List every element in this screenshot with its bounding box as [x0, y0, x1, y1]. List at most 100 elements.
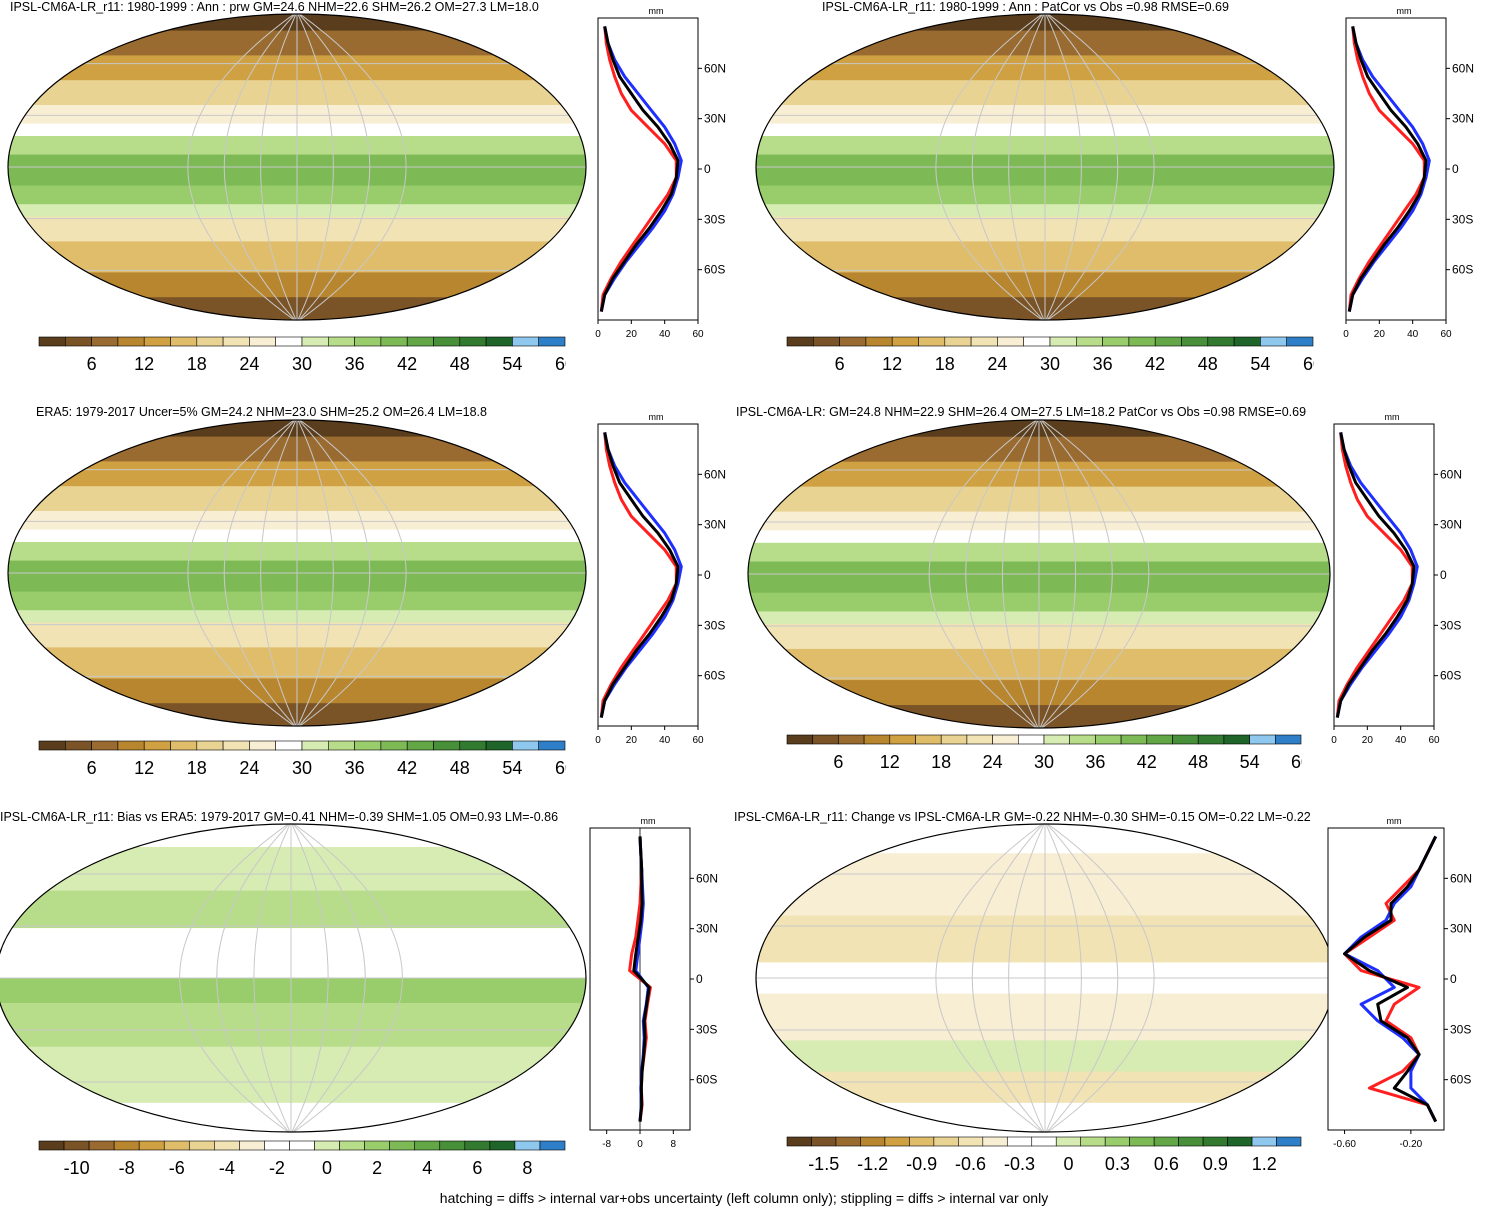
- zonal-mean-plot: mm 60N 30N 0 30S 60S -8 0 8: [589, 816, 718, 1150]
- x-tick-label: 60: [692, 735, 704, 746]
- colorbar-tick-label: -0.9: [906, 1154, 937, 1174]
- colorbar-tick-label: 12: [134, 354, 154, 374]
- x-tick-label: 0: [595, 735, 601, 746]
- y-tick-label: 60S: [1452, 263, 1473, 277]
- colorbar-tick-label: 0: [322, 1158, 332, 1178]
- y-tick-label: 60N: [696, 871, 718, 885]
- colorbar-tick-label: 42: [397, 758, 417, 778]
- colorbar-tick-label: 30: [292, 758, 312, 778]
- y-tick-label: 30S: [704, 212, 725, 226]
- zonal-line-mean: [1335, 432, 1416, 718]
- colorbar-tick-label: 54: [502, 758, 522, 778]
- colorbar-tick-label: 4: [422, 1158, 432, 1178]
- colorbar-tick-label: 6: [87, 354, 97, 374]
- x-tick-label: 0: [637, 1139, 643, 1150]
- colorbar-tick-label: -8: [119, 1158, 135, 1178]
- unit-label: mm: [1397, 6, 1412, 16]
- zonal-mean-plot: mm 60N 30N 0 30S 60S 0 20 40 60: [1343, 6, 1474, 340]
- colorbar-tick-label: 0.3: [1105, 1154, 1130, 1174]
- colorbar-tick-label: 24: [239, 354, 259, 374]
- colorbar-tick-label: 18: [187, 354, 207, 374]
- colorbar-tick-label: 18: [931, 752, 951, 772]
- map: [747, 419, 1331, 729]
- unit-label: mm: [1385, 412, 1400, 422]
- colorbar-tick-label: 48: [450, 354, 470, 374]
- x-tick-label: -0.60: [1333, 1139, 1356, 1150]
- y-tick-label: 60N: [704, 467, 726, 481]
- colorbar-tick-label: -2: [269, 1158, 285, 1178]
- colorbar: 612182430364248546066: [786, 734, 1302, 772]
- y-tick-label: 30N: [704, 112, 726, 126]
- colorbar: 612182430364248546066: [38, 336, 566, 374]
- colorbar-tick-label: 8: [522, 1158, 532, 1178]
- panel-title: IPSL-CM6A-LR_r11: Bias vs ERA5: 1979-201…: [0, 810, 559, 824]
- y-tick-label: 30S: [1440, 618, 1461, 632]
- x-tick-label: 40: [1407, 329, 1419, 340]
- colorbar-tick-label: -10: [64, 1158, 90, 1178]
- y-tick-label: 60S: [1450, 1073, 1471, 1087]
- colorbar-tick-label: 42: [1145, 354, 1165, 374]
- y-tick-label: 0: [704, 568, 711, 582]
- zonal-mean-plot: mm 60N 30N 0 30S 60S -0.60 -0.20: [1327, 816, 1472, 1150]
- colorbar-tick-label: 30: [1040, 354, 1060, 374]
- colorbar-tick-label: 60: [555, 354, 566, 374]
- colorbar-tick-label: 48: [1198, 354, 1218, 374]
- panel-title: IPSL-CM6A-LR: GM=24.8 NHM=22.9 SHM=26.4 …: [736, 405, 1307, 419]
- panel-title: ERA5: 1979-2017 Uncer=5% GM=24.2 NHM=23.…: [36, 405, 487, 419]
- colorbar-tick-label: 36: [345, 758, 365, 778]
- colorbar-tick-label: 42: [1137, 752, 1157, 772]
- x-tick-label: -8: [602, 1139, 611, 1150]
- y-tick-label: 60S: [696, 1073, 717, 1087]
- y-tick-label: 0: [1452, 162, 1459, 176]
- colorbar-tick-label: 6: [833, 752, 843, 772]
- colorbar-tick-label: -4: [219, 1158, 235, 1178]
- x-tick-label: -0.20: [1399, 1139, 1422, 1150]
- colorbar-tick-label: 24: [983, 752, 1003, 772]
- x-tick-label: 40: [1395, 735, 1407, 746]
- zonal-line-mean: [1343, 835, 1438, 1123]
- y-tick-label: 30N: [1450, 922, 1472, 936]
- colorbar-tick-label: 1.5: [1301, 1154, 1302, 1174]
- colorbar-tick-label: 54: [1250, 354, 1270, 374]
- y-tick-label: 60S: [1440, 669, 1461, 683]
- colorbar-tick-label: 0: [1063, 1154, 1073, 1174]
- colorbar: 612182430364248546066: [786, 336, 1314, 374]
- x-tick-label: 8: [671, 1139, 677, 1150]
- colorbar-tick-label: 6: [472, 1158, 482, 1178]
- y-tick-label: 30S: [1450, 1022, 1471, 1036]
- colorbar-tick-label: -6: [169, 1158, 185, 1178]
- y-tick-label: 30N: [1452, 112, 1474, 126]
- unit-label: mm: [1387, 816, 1402, 826]
- colorbar: -1.5 -1.2 -0.9 -0.6 -0.3 0 0.3 0.6 0.9 1.2 1.5: [786, 1136, 1302, 1174]
- colorbar-tick-label: 60: [1303, 354, 1314, 374]
- colorbar-tick-label: 60: [555, 758, 566, 778]
- colorbar-tick-label: 48: [450, 758, 470, 778]
- colorbar-tick-label: 24: [987, 354, 1007, 374]
- colorbar-tick-label: 54: [502, 354, 522, 374]
- y-tick-label: 0: [704, 162, 711, 176]
- zonal-mean-plot: mm 60N 30N 0 30S 60S 0 20 40 60: [595, 412, 726, 746]
- zonal-line-mean: [632, 836, 651, 1122]
- colorbar-tick-label: 30: [1034, 752, 1054, 772]
- colorbar: -10-8-6-4-20246810: [38, 1140, 566, 1178]
- map: [755, 823, 1335, 1133]
- map: [7, 13, 587, 321]
- footer-note: hatching = diffs > internal var+obs unce…: [439, 1190, 1049, 1206]
- colorbar-tick-label: 48: [1188, 752, 1208, 772]
- x-tick-label: 20: [626, 735, 638, 746]
- panel-title: IPSL-CM6A-LR_r11: 1980-1999 : Ann : prw …: [10, 0, 539, 14]
- y-tick-label: 30S: [696, 1022, 717, 1036]
- colorbar-tick-label: -0.3: [1004, 1154, 1035, 1174]
- zonal-mean-plot: mm 60N 30N 0 30S 60S 0 20 40 60: [1331, 412, 1462, 746]
- y-tick-label: 30N: [696, 922, 718, 936]
- x-tick-label: 0: [1331, 735, 1337, 746]
- x-tick-label: 20: [1362, 735, 1374, 746]
- map: [755, 13, 1335, 321]
- colorbar-tick-label: 36: [1093, 354, 1113, 374]
- colorbar-tick-label: 54: [1240, 752, 1260, 772]
- x-tick-label: 40: [659, 735, 671, 746]
- panel-title: IPSL-CM6A-LR_r11: 1980-1999 : Ann : PatC…: [822, 0, 1229, 14]
- x-tick-label: 60: [1428, 735, 1440, 746]
- x-tick-label: 20: [1374, 329, 1386, 340]
- colorbar-tick-label: 36: [345, 354, 365, 374]
